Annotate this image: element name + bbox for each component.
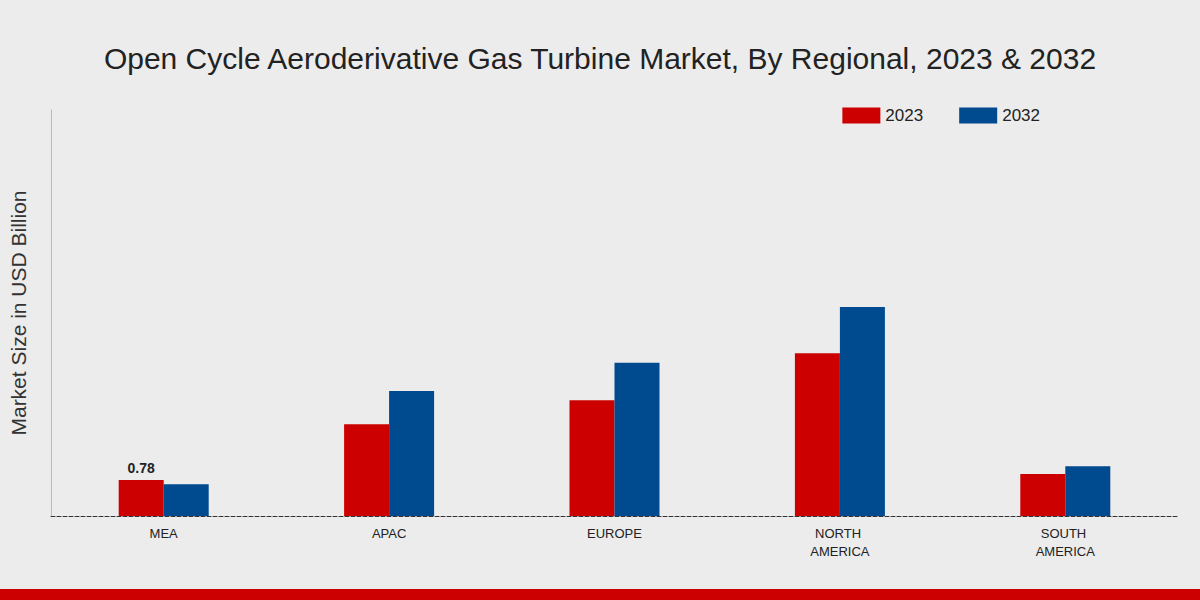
svg-text:APAC: APAC xyxy=(372,526,406,541)
svg-text:Open Cycle Aeroderivative Gas: Open Cycle Aeroderivative Gas Turbine Ma… xyxy=(104,42,1096,75)
svg-text:SOUTH: SOUTH xyxy=(1041,526,1090,541)
svg-text:2023: 2023 xyxy=(885,106,923,125)
svg-text:0.78: 0.78 xyxy=(128,460,155,476)
svg-text:AMERICA: AMERICA xyxy=(810,544,870,559)
svg-text:AMERICA: AMERICA xyxy=(1036,544,1096,559)
svg-text:NORTH: NORTH xyxy=(815,526,865,541)
svg-text:EUROPE: EUROPE xyxy=(587,526,642,541)
svg-text:Market Size in USD Billion: Market Size in USD Billion xyxy=(7,190,30,435)
svg-text:2032: 2032 xyxy=(1002,106,1040,125)
svg-text:MEA: MEA xyxy=(150,526,179,541)
